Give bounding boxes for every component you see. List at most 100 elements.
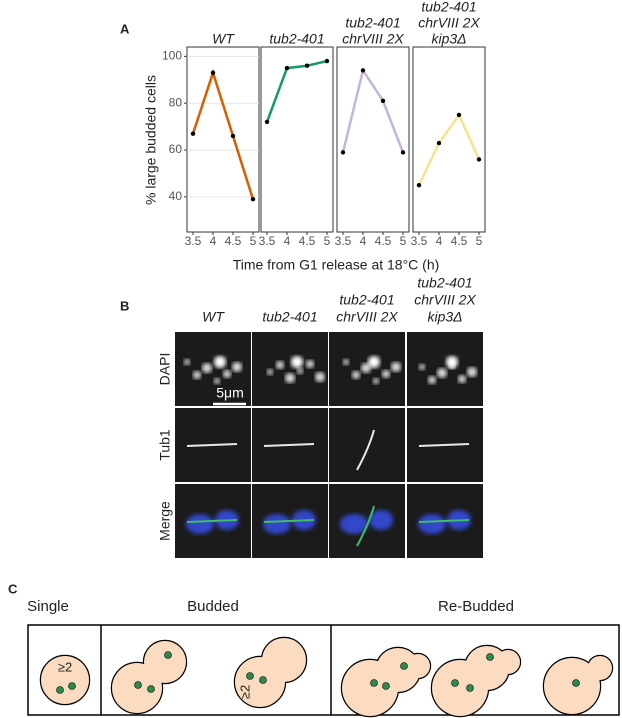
micrographs <box>175 332 483 558</box>
cell-body <box>588 656 612 680</box>
nucleus-spot <box>467 367 477 377</box>
facet-title: tub2-401 <box>345 15 400 31</box>
data-point <box>284 65 290 71</box>
group-header: Single <box>27 598 69 615</box>
nucleus <box>370 679 378 687</box>
x-tick-label: 3.5 <box>185 234 202 248</box>
nucleus <box>56 686 64 694</box>
x-tick-label: 3.5 <box>411 234 428 248</box>
facet-panel <box>186 46 260 233</box>
spindle <box>356 429 375 471</box>
nucleus-spot <box>214 356 226 368</box>
cell-body <box>144 641 186 683</box>
cell-diagram: ≥2 ≥2 <box>27 624 620 718</box>
x-tick-label: 4.5 <box>299 234 316 248</box>
row-label: Tub1 <box>157 429 173 461</box>
nucleus-spot <box>223 370 231 378</box>
nucleus <box>68 682 76 690</box>
x-tick-label: 5 <box>400 234 407 248</box>
count-annotation: ≥2 <box>58 659 72 674</box>
nucleus-spot <box>428 376 436 384</box>
nucleus-spot <box>391 362 401 372</box>
nucleus <box>259 676 267 684</box>
data-line <box>341 67 405 153</box>
nucleus-spot <box>285 373 295 383</box>
row-label: Merge <box>157 501 173 541</box>
x-tick-label: 5 <box>476 234 483 248</box>
y-tick-label: 100 <box>162 49 182 63</box>
nucleus <box>134 681 142 689</box>
x-tick-label: 4.5 <box>451 234 468 248</box>
column-header: tub2-401 <box>339 292 394 308</box>
nucleus <box>147 685 155 693</box>
x-tick-label: 4.5 <box>375 234 392 248</box>
facet-title: WT <box>212 31 235 47</box>
group-header: Budded <box>187 598 239 615</box>
panel-label: A <box>120 21 130 36</box>
data-point <box>400 150 406 155</box>
nucleus-spot <box>446 356 458 368</box>
data-line <box>417 112 481 186</box>
data-point <box>380 98 386 104</box>
nucleus-spot <box>297 368 303 374</box>
x-tick-label: 3.5 <box>259 234 276 248</box>
count-annotation: ≥2 <box>237 685 252 699</box>
nucleus <box>382 682 390 690</box>
nucleus-spot <box>361 363 371 373</box>
cell-body <box>41 656 89 704</box>
data-point <box>436 140 442 146</box>
spindle <box>356 505 375 547</box>
y-tick-label: 60 <box>169 142 183 156</box>
column-header: WT <box>202 309 225 325</box>
column-header: tub2-401 <box>417 275 472 291</box>
facet-title: chrVIII 2X <box>342 31 404 47</box>
nucleus <box>400 662 408 670</box>
spindle <box>418 519 470 523</box>
dna-stain <box>186 514 214 534</box>
scale-bar-label: 5μm <box>216 385 244 401</box>
x-tick-label: 4 <box>436 234 443 248</box>
data-point <box>456 112 462 118</box>
cell-body <box>406 654 430 678</box>
nucleus-spot <box>368 356 380 368</box>
x-tick-label: 5 <box>250 234 257 248</box>
nucleus-spot <box>214 378 220 384</box>
data-line <box>265 59 328 123</box>
dna-stain <box>340 514 368 534</box>
column-header: chrVIII 2X <box>336 309 398 325</box>
nucleus <box>486 653 494 661</box>
nucleus-spot <box>193 371 201 379</box>
spindle <box>263 519 315 523</box>
facet-panel <box>412 46 486 233</box>
x-tick-label: 4 <box>360 234 367 248</box>
facet-title: tub2-401 <box>269 31 324 47</box>
nucleus-spot <box>306 360 314 368</box>
nucleus-spot <box>419 364 425 370</box>
spindle <box>263 443 315 447</box>
data-point <box>304 63 310 68</box>
nucleus-spot <box>352 371 360 379</box>
nucleus <box>572 679 580 687</box>
y-axis-label: % large budded cells <box>143 75 159 205</box>
nucleus-spot <box>276 361 284 369</box>
micrograph <box>252 332 328 406</box>
nucleus <box>246 672 254 680</box>
group-header: Re-Budded <box>438 598 514 615</box>
x-tick-label: 4 <box>210 234 217 248</box>
column-header: kip3Δ <box>427 309 462 325</box>
cell-body <box>262 638 306 682</box>
data-point <box>340 150 346 155</box>
cell-body <box>544 658 600 714</box>
nucleus-spot <box>343 359 349 365</box>
dna-stain <box>263 514 291 534</box>
spindle <box>418 443 470 447</box>
data-line <box>191 68 255 200</box>
y-tick-label: 40 <box>169 189 183 203</box>
spindle <box>186 443 238 447</box>
data-point <box>190 131 196 136</box>
facet-title: chrVIII 2X <box>418 15 480 31</box>
data-point <box>230 133 236 139</box>
dna-stain <box>369 510 393 530</box>
nucleus <box>164 651 172 659</box>
panel-label: C <box>8 581 18 596</box>
